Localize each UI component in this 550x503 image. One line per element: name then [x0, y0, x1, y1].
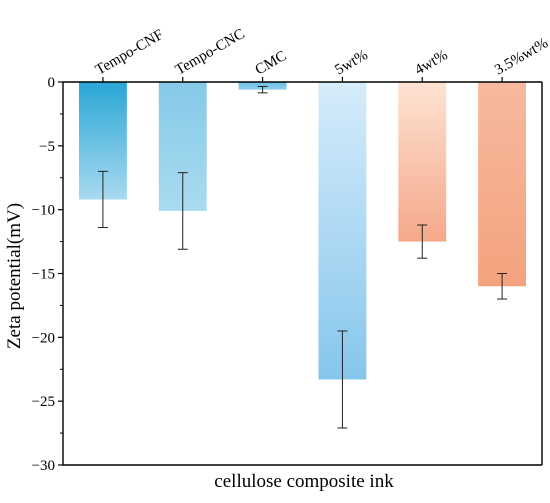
y-tick-label: 0	[48, 75, 56, 91]
axes-layer	[58, 77, 543, 466]
y-tick-label: −10	[32, 203, 55, 219]
y-tick-label: −20	[32, 330, 55, 346]
y-tick-label: −30	[32, 458, 55, 474]
bars-layer	[78, 82, 527, 380]
x-tick-label: CMC	[253, 48, 290, 79]
y-tick-label: −15	[32, 267, 55, 283]
x-tick-label: Tempo-CNF	[93, 27, 166, 79]
bar	[398, 82, 447, 242]
x-tick-label: 5wt%	[332, 47, 370, 78]
x-axis-label: cellulose composite ink	[214, 471, 394, 492]
error-bars-layer	[97, 85, 508, 429]
y-tick-label: −5	[39, 139, 55, 155]
y-tick-label: −25	[32, 394, 55, 410]
bar	[238, 82, 287, 90]
y-axis-label: Zeta potential(mV)	[4, 203, 25, 349]
bar	[478, 82, 527, 287]
x-tick-label: 4wt%	[412, 47, 450, 78]
bar	[318, 82, 367, 380]
x-tick-label: Tempo-CNC	[173, 26, 248, 78]
x-tick-label: 3.5%wt%	[492, 35, 550, 78]
